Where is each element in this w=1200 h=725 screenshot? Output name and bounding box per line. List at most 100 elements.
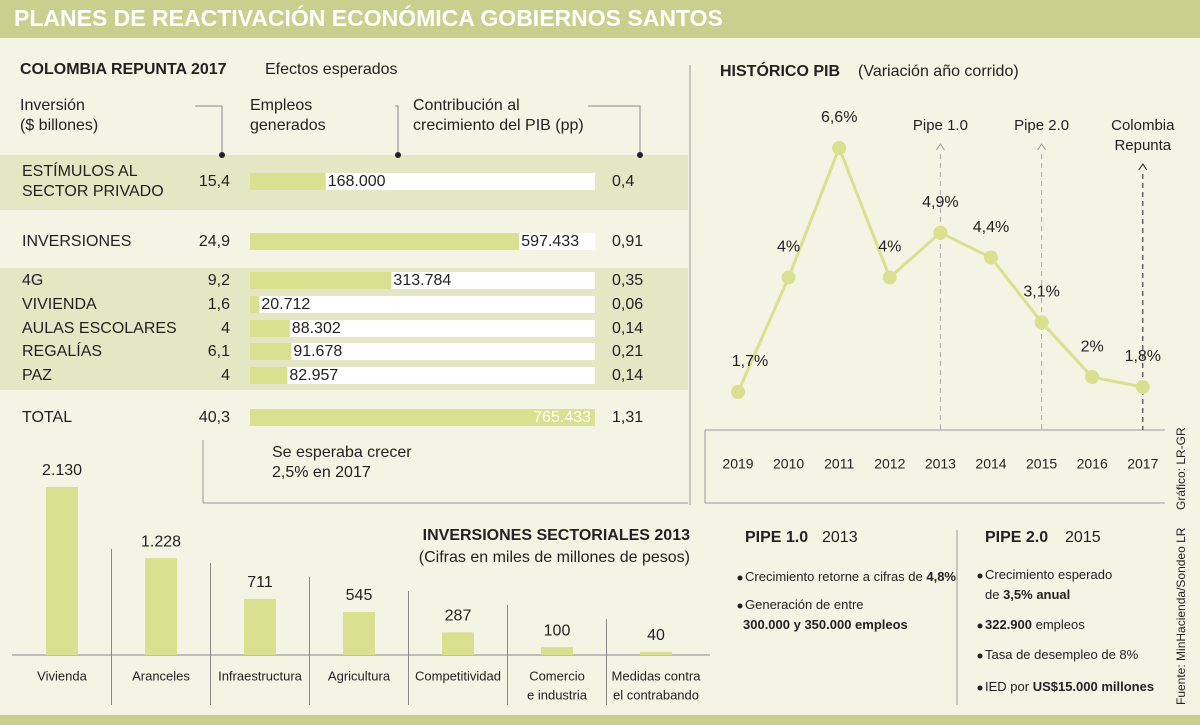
bullet (977, 623, 983, 629)
pib: 0,14 (612, 367, 643, 384)
bar-track (250, 343, 595, 360)
bar (145, 558, 177, 655)
chart-subtitle: (Variación año corrido) (858, 63, 1019, 80)
bullet-part: 4,8% (926, 569, 956, 584)
value-label: 4,4% (973, 219, 1009, 236)
note: 2,5% en 2017 (272, 464, 371, 481)
footer-band (0, 715, 1200, 725)
bullet-text: 300.000 y 350.000 empleos (743, 617, 908, 632)
annotation-arrow (1138, 163, 1148, 171)
bar (541, 647, 573, 655)
bullet-part: empleos (1032, 617, 1085, 632)
bar (46, 487, 78, 655)
investment: 4 (221, 367, 230, 384)
bullet-text: Crecimiento esperado (985, 567, 1112, 582)
value-label: 4% (777, 239, 800, 256)
x-tick-label: Competitividad (415, 668, 501, 683)
value-label: 287 (445, 608, 472, 625)
bar-track (250, 296, 595, 313)
bullet-text: Generación de entre (745, 597, 864, 612)
section-title: COLOMBIA REPUNTA 2017 (20, 61, 227, 78)
pipe-title: PIPE 2.0 (985, 529, 1048, 546)
bullet-part: US$15.000 millones (1033, 679, 1154, 694)
bar-label: 313.784 (393, 272, 451, 289)
value-label: 2.130 (42, 462, 82, 479)
x-tick-label: 2014 (975, 456, 1006, 472)
row-label: REGALÍAS (22, 341, 102, 360)
x-tick-label: 2017 (1127, 456, 1158, 472)
column-header: Inversión (20, 97, 85, 114)
page-title: PLANES DE REACTIVACIÓN ECONÓMICA GOBIERN… (14, 4, 723, 31)
bar (250, 320, 290, 337)
x-tick-label: Comercio (529, 668, 585, 683)
bullet (977, 685, 983, 691)
annotation: Pipe 1.0 (913, 117, 968, 134)
annotation: Repunta (1114, 137, 1171, 154)
bullet-part: Tasa de desempleo de 8% (985, 647, 1139, 662)
row-label: ESTÍMULOS AL (22, 161, 138, 180)
bar (250, 296, 260, 313)
point (781, 270, 796, 285)
point (731, 385, 745, 399)
bar (250, 233, 520, 250)
investment: 9,2 (208, 272, 230, 289)
bullet-text: IED por US$15.000 millones (985, 679, 1154, 694)
value-label: 545 (346, 587, 373, 604)
value-label: 6,6% (821, 109, 857, 126)
investment: 4 (221, 320, 230, 337)
column-header: generados (250, 117, 326, 134)
row-label: PAZ (22, 367, 52, 384)
pipe-year: 2013 (822, 529, 858, 546)
value-label: 40 (647, 627, 665, 644)
annotation: Pipe 2.0 (1014, 117, 1069, 134)
x-tick-label: Agricultura (328, 668, 391, 683)
column-header: crecimiento del PIB (pp) (413, 117, 584, 134)
bullet-text: 322.900 empleos (985, 617, 1085, 632)
connector-dot (219, 152, 225, 158)
row-label: VIVIENDA (22, 296, 97, 313)
pib: 0,06 (612, 296, 643, 313)
pib: 0,91 (612, 233, 643, 250)
x-tick-label: Aranceles (132, 668, 190, 683)
x-tick-label: 2019 (722, 456, 753, 472)
pib: 0,14 (612, 320, 643, 337)
bullet-text: de 3,5% anual (985, 587, 1070, 602)
x-tick-label: 2015 (1026, 456, 1057, 472)
investment: 24,9 (199, 233, 230, 250)
bar (244, 598, 276, 655)
point (933, 225, 948, 240)
bullet-part: IED por (985, 679, 1033, 694)
bar-label: 597.433 (521, 233, 579, 250)
row-label: SECTOR PRIVADO (22, 183, 164, 200)
bullet-text: Tasa de desempleo de 8% (985, 647, 1139, 662)
investment: 15,4 (199, 173, 230, 190)
bullet-part: de (985, 587, 1003, 602)
pipe-title: PIPE 1.0 (745, 529, 808, 546)
connector (195, 105, 223, 155)
x-tick-label: el contrabando (613, 687, 699, 702)
bullet (977, 653, 983, 659)
value-label: 1,7% (732, 353, 768, 370)
bar (640, 651, 672, 655)
bar-label: 82.957 (289, 367, 338, 384)
point (1034, 315, 1049, 330)
row-label: 4G (22, 272, 43, 289)
annotation-arrow (1037, 143, 1047, 151)
bullet-part: Generación de entre (745, 597, 864, 612)
column-header: Empleos (250, 97, 312, 114)
pib: 1,31 (612, 409, 643, 426)
x-tick-label: e industria (527, 687, 588, 702)
bar-label: 91.678 (293, 343, 342, 360)
x-tick-label: 2016 (1077, 456, 1108, 472)
bullet-text: Crecimiento retorne a cifras de 4,8% (745, 569, 956, 584)
annotation-arrow (935, 143, 945, 151)
point (1085, 370, 1100, 385)
column-header: Contribución al (413, 97, 520, 114)
column-header: ($ billones) (20, 117, 98, 134)
x-tick-label: 2011 (824, 456, 854, 472)
bar-track (250, 367, 595, 384)
bullet-part: Crecimiento retorne a cifras de (745, 569, 926, 584)
header-band (0, 0, 1200, 38)
x-tick-label: Vivienda (37, 668, 87, 683)
